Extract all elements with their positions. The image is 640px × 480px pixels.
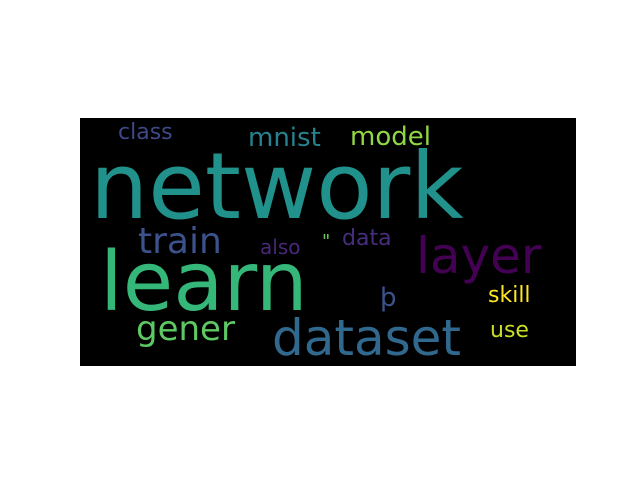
word-model: model <box>350 122 431 152</box>
word-layer: layer <box>416 227 542 285</box>
word-dataset: dataset <box>272 309 462 366</box>
word-learn: learn <box>100 235 308 330</box>
word-class: class <box>118 120 173 145</box>
word-cloud: network learn layer dataset train gener … <box>80 118 576 366</box>
word-mnist: mnist <box>248 123 321 153</box>
word-train: train <box>138 221 222 262</box>
word-gener: gener <box>136 309 235 349</box>
word-network: network <box>90 133 464 240</box>
word-also: also <box>260 235 301 259</box>
word-skill: skill <box>488 283 531 308</box>
word-thorn: þ <box>380 283 397 313</box>
word-data: data <box>342 226 392 251</box>
word-quote: " <box>322 231 331 252</box>
word-use: use <box>490 318 529 343</box>
